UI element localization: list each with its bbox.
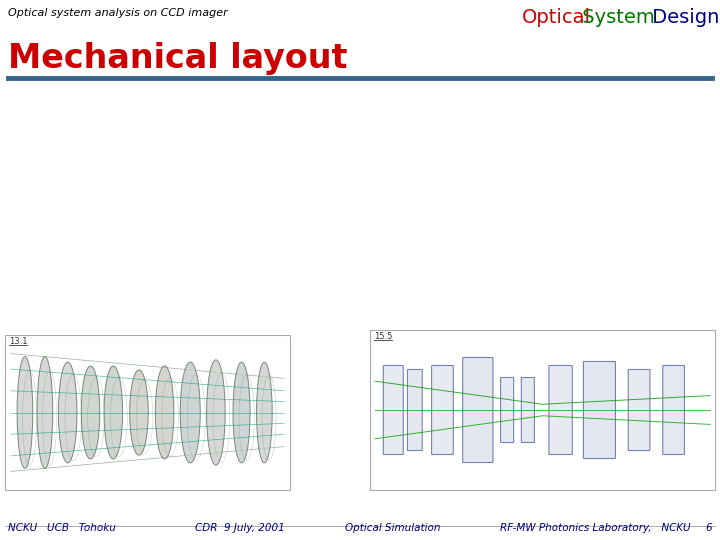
FancyBboxPatch shape — [662, 366, 685, 455]
Ellipse shape — [104, 366, 122, 459]
FancyBboxPatch shape — [549, 366, 572, 455]
Ellipse shape — [180, 362, 200, 463]
Ellipse shape — [58, 362, 77, 463]
Ellipse shape — [37, 357, 53, 468]
Ellipse shape — [233, 362, 250, 463]
Text: CDR  9 July, 2001: CDR 9 July, 2001 — [195, 523, 284, 533]
Bar — [370, 330, 715, 490]
FancyBboxPatch shape — [383, 366, 403, 455]
Text: NCKU   UCB   Tohoku: NCKU UCB Tohoku — [8, 523, 116, 533]
FancyBboxPatch shape — [629, 369, 650, 450]
Text: System: System — [576, 8, 654, 27]
Text: 13.1: 13.1 — [9, 337, 27, 346]
Text: Mechanical layout: Mechanical layout — [8, 42, 348, 75]
Text: Optical system analysis on CCD imager: Optical system analysis on CCD imager — [8, 8, 228, 18]
Ellipse shape — [130, 370, 148, 455]
Ellipse shape — [17, 357, 33, 468]
Text: Optical Simulation: Optical Simulation — [345, 523, 441, 533]
FancyBboxPatch shape — [500, 377, 513, 442]
FancyBboxPatch shape — [431, 366, 454, 455]
Ellipse shape — [256, 362, 272, 463]
Text: 15.5: 15.5 — [374, 332, 392, 341]
Bar — [2, 80, 718, 335]
FancyBboxPatch shape — [583, 361, 616, 458]
FancyBboxPatch shape — [408, 369, 422, 450]
FancyBboxPatch shape — [463, 357, 493, 462]
Ellipse shape — [81, 366, 100, 459]
Bar — [5, 335, 290, 490]
Ellipse shape — [207, 360, 225, 465]
FancyBboxPatch shape — [521, 377, 534, 442]
Text: 6: 6 — [706, 523, 712, 533]
Ellipse shape — [156, 366, 174, 459]
Text: RF-MW Photonics Laboratory,   NCKU: RF-MW Photonics Laboratory, NCKU — [500, 523, 690, 533]
Text: Design: Design — [646, 8, 719, 27]
Text: Optical: Optical — [522, 8, 591, 27]
